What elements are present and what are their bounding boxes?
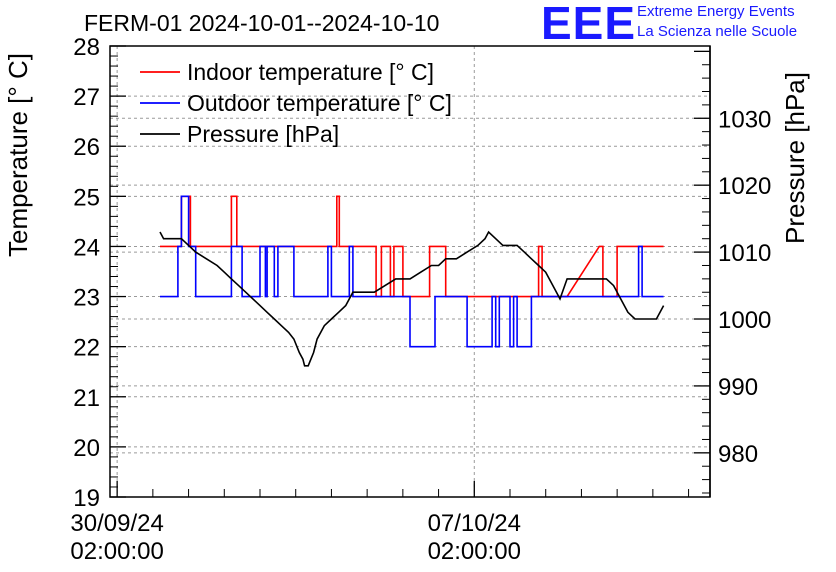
legend-label-0: Indoor temperature [° C] (187, 59, 434, 85)
right-tick-label-1000: 1000 (718, 307, 771, 334)
grid-lines (110, 46, 710, 497)
series-line-2 (159, 230, 665, 367)
left-tick-label-24: 24 (73, 234, 100, 261)
right-axis-label: Pressure [hPa] (780, 72, 810, 244)
left-tick-label-19: 19 (73, 485, 100, 512)
left-tick-label-21: 21 (73, 385, 100, 412)
x-tick-label-time: 02:00:00 (428, 538, 521, 565)
legend-label-2: Pressure [hPa] (187, 121, 339, 147)
right-tick-label-980: 980 (718, 441, 758, 468)
left-tick-label-26: 26 (73, 134, 100, 161)
series-line-1 (160, 195, 664, 348)
right-tick-label-990: 990 (718, 374, 758, 401)
left-tick-label-25: 25 (73, 184, 100, 211)
left-tick-label-27: 27 (73, 84, 100, 111)
x-tick-label-date: 30/09/24 (70, 510, 163, 537)
right-tick-label-1010: 1010 (718, 240, 771, 267)
axis-ticks: 19 20 21 22 23 24 25 26 27 28 980 990 1000 1010 1020 10… (70, 34, 771, 565)
x-tick-label-date: 07/10/24 (428, 510, 521, 537)
left-tick-label-28: 28 (73, 34, 100, 61)
left-axis-label: Temperature [° C] (3, 53, 33, 257)
left-tick-label-22: 22 (73, 335, 100, 362)
legend: Indoor temperature [° C] Outdoor temperat… (140, 59, 452, 147)
eee-logo: EEE (541, 0, 637, 49)
logo-line-2: La Scienza nelle Scuole (637, 23, 798, 40)
logo-line-1: Extreme Energy Events (637, 3, 795, 20)
left-tick-label-23: 23 (73, 285, 100, 312)
right-tick-label-1020: 1020 (718, 173, 771, 200)
x-tick-label-time: 02:00:00 (70, 538, 163, 565)
right-tick-label-1030: 1030 (718, 106, 771, 133)
left-tick-label-20: 20 (73, 435, 100, 462)
legend-label-1: Outdoor temperature [° C] (187, 90, 452, 116)
chart-title: FERM-01 2024-10-01--2024-10-10 (84, 10, 440, 36)
series-layer (159, 195, 665, 367)
